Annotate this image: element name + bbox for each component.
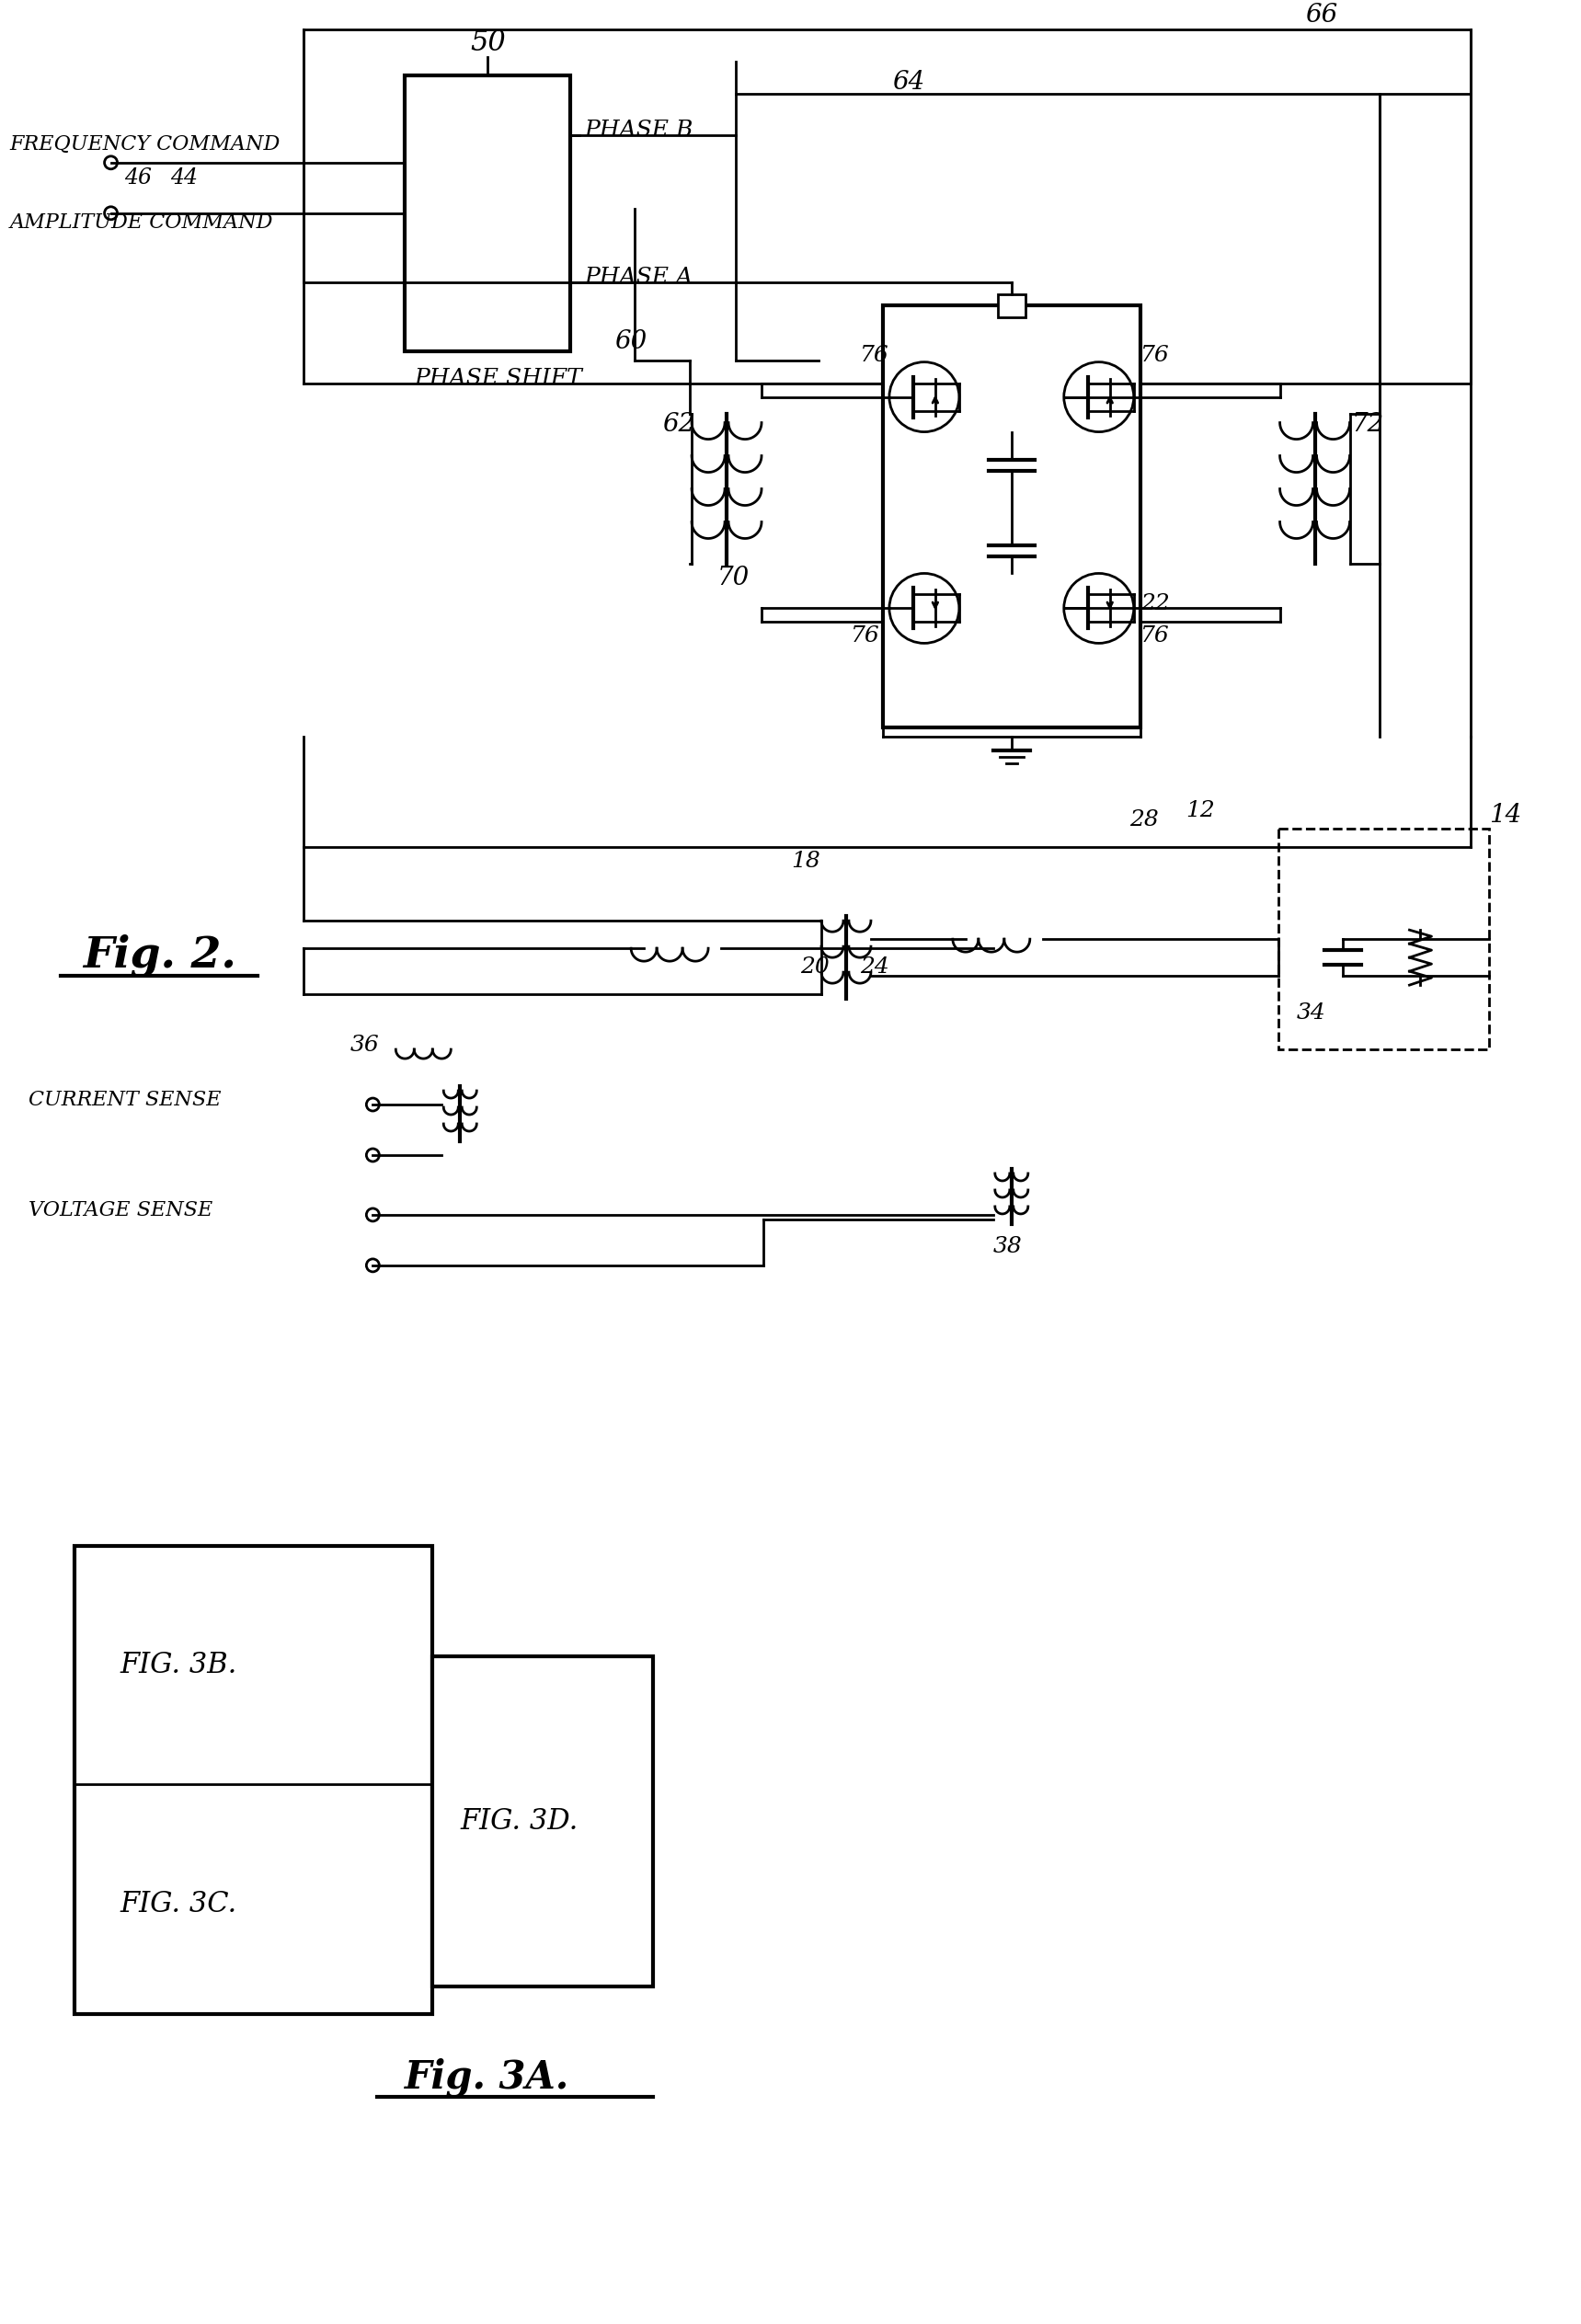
Text: 76: 76 [1140,344,1170,367]
Bar [882,304,1140,727]
Text: 44: 44 [171,167,198,188]
Text: 60: 60 [615,330,647,353]
Text: Fig. 2.: Fig. 2. [84,934,237,976]
Text: 66: 66 [1306,2,1338,28]
Text: FREQUENCY COMMAND: FREQUENCY COMMAND [9,135,280,153]
Text: 36: 36 [349,1034,379,1055]
Text: PHASE A: PHASE A [585,267,692,288]
Text: 62: 62 [662,411,694,437]
Text: AMPLITUDE COMMAND: AMPLITUDE COMMAND [9,211,274,232]
Text: PHASE SHIFT: PHASE SHIFT [414,367,582,388]
Text: VOLTAGE SENSE: VOLTAGE SENSE [28,1199,212,1220]
Text: 76: 76 [860,344,889,367]
Bar [74,1545,433,2015]
Text: CURRENT SENSE: CURRENT SENSE [28,1090,221,1111]
Text: 38: 38 [993,1236,1023,1257]
Text: Fig. 3A.: Fig. 3A. [405,2057,569,2096]
Text: 76: 76 [1140,625,1170,646]
Bar [433,1657,653,1987]
Text: 72: 72 [1352,411,1383,437]
Text: PHASE B: PHASE B [585,121,692,142]
Text: 50: 50 [470,28,506,58]
Bar [1277,830,1489,1050]
Text: 76: 76 [851,625,881,646]
Text: 64: 64 [892,70,925,95]
Bar [998,295,1026,316]
Text: 28: 28 [1129,809,1159,830]
Text: 22: 22 [1140,593,1170,614]
Text: 70: 70 [718,565,749,590]
Text: 34: 34 [1296,1002,1325,1023]
Text: 24: 24 [860,955,889,978]
Text: FIG. 3D.: FIG. 3D. [460,1808,579,1836]
Text: 14: 14 [1489,802,1523,827]
Text: FIG. 3C.: FIG. 3C. [120,1889,237,1917]
Text: 18: 18 [790,851,821,872]
Text: 46: 46 [125,167,152,188]
Text: 20: 20 [800,955,830,978]
Text: FIG. 3B.: FIG. 3B. [120,1650,237,1680]
Bar [405,74,571,351]
Text: 12: 12 [1186,799,1216,820]
